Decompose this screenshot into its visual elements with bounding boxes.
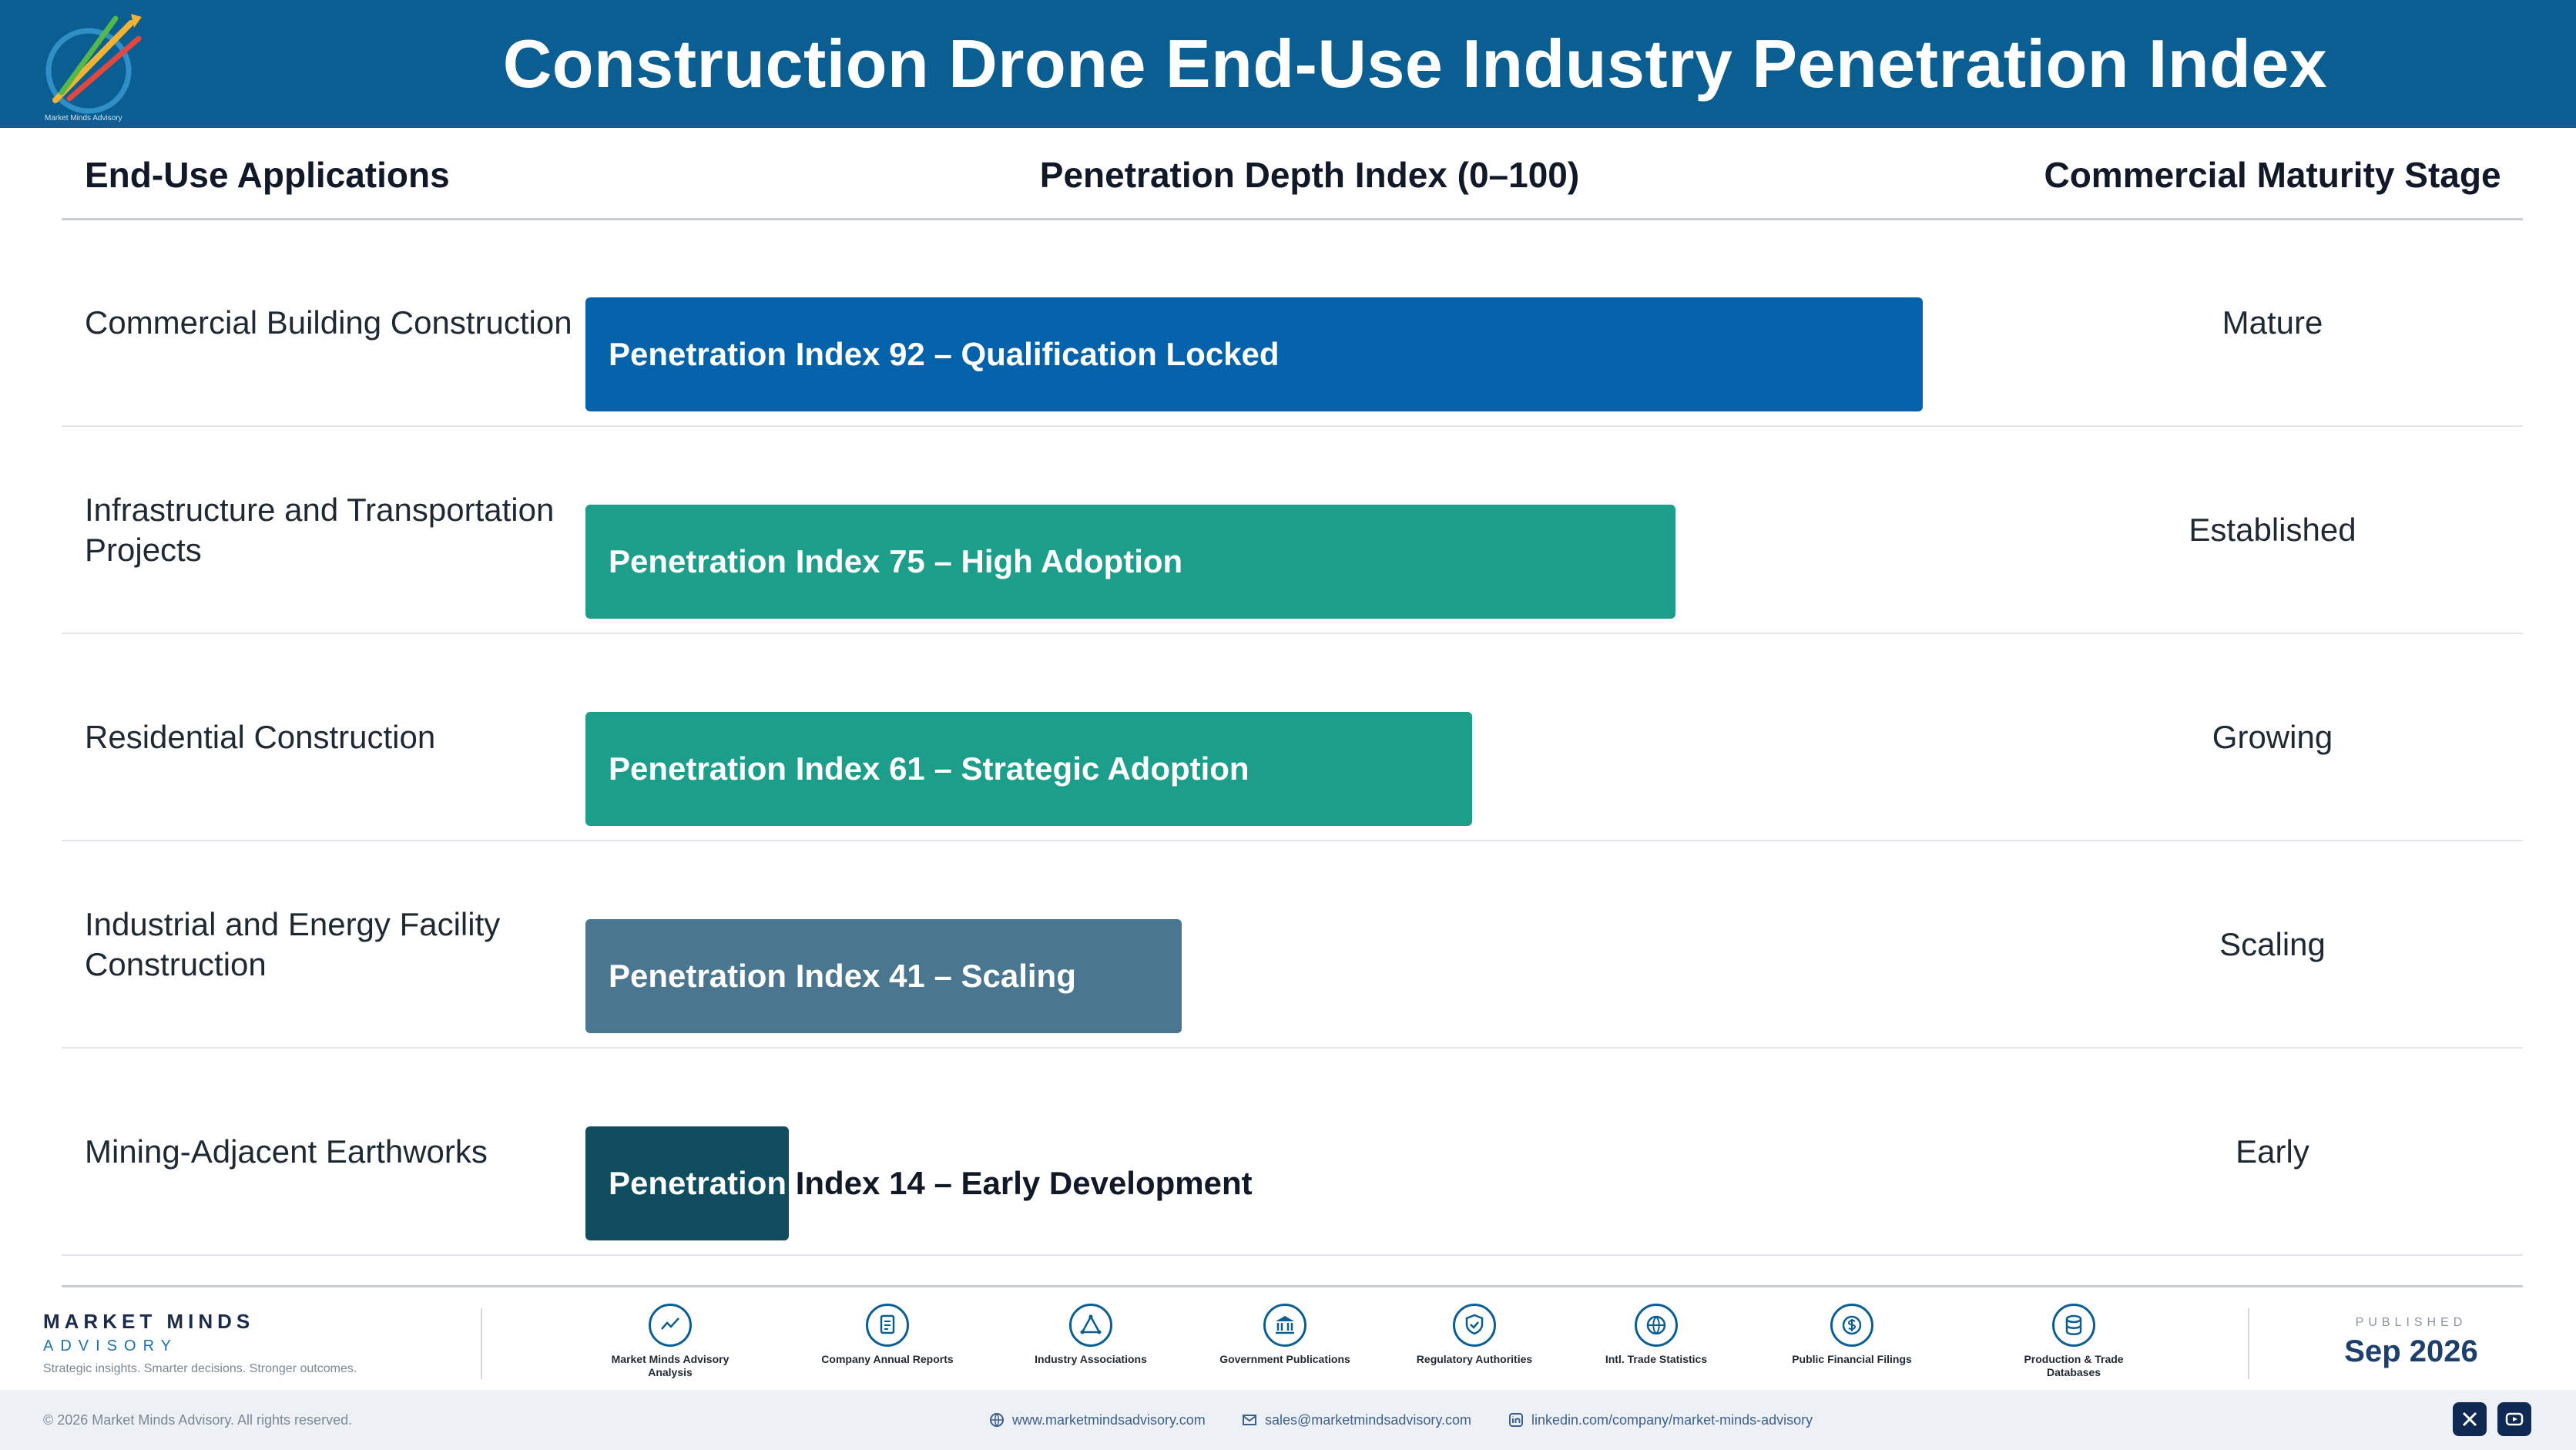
chart-row: Industrial and Energy Facility Construct… — [62, 842, 2523, 1049]
bar-data-label: Penetration Index 14 – Early Development — [609, 1126, 1253, 1240]
brand-tagline: Strategic insights. Smarter decisions. S… — [43, 1362, 357, 1375]
document-icon — [866, 1304, 909, 1347]
bar — [585, 1126, 790, 1240]
website-link[interactable]: www.marketmindsadvisory.com — [989, 1390, 1206, 1450]
brand-name: MARKET MINDS — [43, 1310, 255, 1333]
category-label: Infrastructure and Transportation Projec… — [85, 492, 555, 568]
maturity-stage: Mature — [2222, 304, 2323, 341]
source-label: Company Annual Reports — [821, 1353, 954, 1365]
youtube-social-button[interactable] — [2497, 1402, 2531, 1436]
x-icon — [2462, 1411, 2477, 1427]
footer-separator — [481, 1308, 482, 1379]
source-item: Regulatory Authorities — [1397, 1304, 1551, 1366]
category-label: Industrial and Energy Facility Construct… — [85, 906, 501, 982]
bar-data-label: Penetration Index 75 – High Adoption — [609, 543, 1183, 579]
column-header-applications: End-Use Applications — [85, 155, 450, 195]
page-title: Construction Drone End-Use Industry Pene… — [502, 25, 2328, 102]
published-label: PUBLISHED — [2355, 1316, 2467, 1329]
bottom-bar: © 2026 Market Minds Advisory. All rights… — [0, 1390, 2576, 1450]
source-label: Market Minds Advisory Analysis — [611, 1353, 730, 1378]
chart-row: Commercial Building Construction Penetrat… — [62, 220, 2523, 427]
globe-icon — [990, 1413, 1004, 1427]
svg-text:Market Minds Advisory: Market Minds Advisory — [45, 114, 122, 123]
mail-icon — [1243, 1415, 1256, 1425]
column-header-maturity: Commercial Maturity Stage — [2044, 155, 2501, 195]
source-item: Company Annual Reports — [810, 1304, 964, 1366]
source-label: Public Financial Filings — [1792, 1353, 1912, 1365]
category-label: Mining-Adjacent Earthworks — [85, 1133, 488, 1170]
chart-row: Infrastructure and Transportation Projec… — [62, 428, 2523, 634]
source-item: Public Financial Filings — [1775, 1304, 1929, 1366]
category-label: Residential Construction — [85, 719, 436, 755]
source-item: Intl. Trade Statistics — [1579, 1304, 1733, 1366]
database-icon — [2052, 1304, 2095, 1347]
linkedin-text: linkedin.com/company/market-minds-adviso… — [1531, 1411, 1813, 1428]
network-icon — [1069, 1304, 1112, 1347]
chart-row: Residential Construction Penetration Inde… — [62, 635, 2523, 841]
coin-icon — [1830, 1304, 1873, 1347]
bar — [585, 505, 1676, 619]
youtube-icon — [2505, 1412, 2524, 1426]
source-label: Industry Associations — [1035, 1353, 1147, 1365]
source-item: Industry Associations — [1014, 1304, 1168, 1366]
published-date: Sep 2026 — [2344, 1334, 2478, 1368]
shield-check-icon — [1453, 1304, 1496, 1347]
x-social-button[interactable] — [2453, 1402, 2487, 1436]
email-text: sales@marketmindsadvisory.com — [1265, 1411, 1472, 1428]
linkedin-link[interactable]: linkedin.com/company/market-minds-adviso… — [1508, 1390, 1813, 1450]
linkedin-icon — [1509, 1413, 1523, 1427]
footer-divider — [62, 1285, 2523, 1287]
header-divider — [62, 218, 2523, 220]
copyright: © 2026 Market Minds Advisory. All rights… — [43, 1411, 353, 1428]
category-label: Commercial Building Construction — [85, 304, 572, 341]
source-item: Production & Trade Databases — [1997, 1304, 2151, 1379]
source-label: Intl. Trade Statistics — [1605, 1353, 1708, 1365]
column-header-penetration: Penetration Depth Index (0–100) — [1039, 155, 1580, 195]
globe-icon — [1635, 1304, 1678, 1347]
bar-data-label: Penetration Index 61 – Strategic Adoptio… — [609, 750, 1249, 787]
header-banner: Market Minds Advisory Construction Drone… — [0, 0, 2576, 128]
brand-subtitle: ADVISORY — [43, 1338, 178, 1354]
email-link[interactable]: sales@marketmindsadvisory.com — [1242, 1390, 1471, 1450]
maturity-stage: Established — [2189, 512, 2356, 548]
bar — [585, 712, 1473, 826]
source-label: Government Publications — [1219, 1353, 1350, 1365]
chart-line-icon — [649, 1304, 692, 1347]
maturity-stage: Scaling — [2219, 926, 2326, 962]
bar — [585, 919, 1182, 1033]
source-item: Government Publications — [1208, 1304, 1362, 1366]
footer: MARKET MINDS ADVISORY Strategic insights… — [0, 1294, 2576, 1388]
source-item: Market Minds Advisory Analysis — [593, 1304, 747, 1379]
footer-separator — [2248, 1308, 2249, 1379]
maturity-stage: Early — [2236, 1133, 2309, 1170]
bar — [585, 297, 1924, 411]
company-logo-icon: Market Minds Advisory — [45, 14, 142, 123]
chart-row: Mining-Adjacent Earthworks Penetration In… — [62, 1049, 2523, 1256]
bar-data-label: Penetration Index 92 – Qualification Loc… — [609, 336, 1280, 372]
bar-data-label: Penetration Index 41 – Scaling — [609, 958, 1076, 994]
government-building-icon — [1263, 1304, 1306, 1347]
source-label: Regulatory Authorities — [1416, 1353, 1533, 1365]
maturity-stage: Growing — [2212, 719, 2333, 755]
source-label: Production & Trade Databases — [2024, 1353, 2124, 1378]
website-text: www.marketmindsadvisory.com — [1012, 1411, 1206, 1428]
